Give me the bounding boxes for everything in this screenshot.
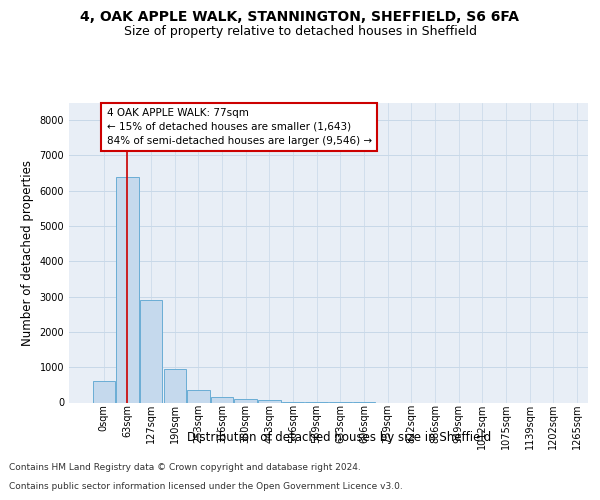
Text: Size of property relative to detached houses in Sheffield: Size of property relative to detached ho… [124,25,476,38]
Y-axis label: Number of detached properties: Number of detached properties [21,160,34,346]
Text: Contains public sector information licensed under the Open Government Licence v3: Contains public sector information licen… [9,482,403,491]
Text: 4 OAK APPLE WALK: 77sqm
← 15% of detached houses are smaller (1,643)
84% of semi: 4 OAK APPLE WALK: 77sqm ← 15% of detache… [107,108,372,146]
Bar [116,176,139,402]
Text: Distribution of detached houses by size in Sheffield: Distribution of detached houses by size … [187,431,491,444]
Bar [164,369,186,402]
Text: 4, OAK APPLE WALK, STANNINGTON, SHEFFIELD, S6 6FA: 4, OAK APPLE WALK, STANNINGTON, SHEFFIEL… [80,10,520,24]
Bar [140,300,163,402]
Bar [235,399,257,402]
Bar [211,397,233,402]
Bar [258,400,281,402]
Bar [92,382,115,402]
Bar [187,390,209,402]
Text: Contains HM Land Registry data © Crown copyright and database right 2024.: Contains HM Land Registry data © Crown c… [9,464,361,472]
